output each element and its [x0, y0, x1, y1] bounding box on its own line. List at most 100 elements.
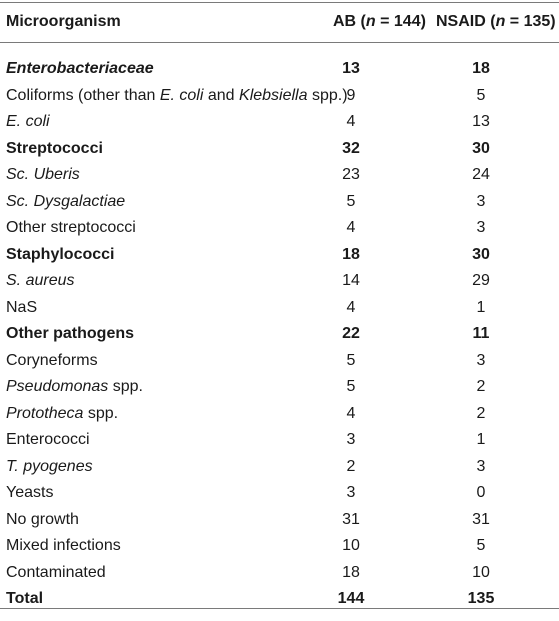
microorganism-text-part: and: [203, 86, 240, 104]
ab-count-cell: 22: [342, 325, 360, 342]
table-row: Coliforms (other than E. coli and Klebsi…: [0, 83, 559, 109]
nsaid-count-cell: 3: [476, 192, 486, 210]
microorganism-cell: Coliforms (other than E. coli and Klebsi…: [6, 87, 348, 105]
nsaid-count-cell: 30: [472, 139, 490, 157]
nsaid-count-cell: 1: [476, 431, 486, 448]
table-row: Sc. Uberis 23 24: [0, 162, 559, 188]
microorganism-cell: E. coli: [6, 113, 50, 130]
nsaid-count-cell: 11: [472, 325, 490, 342]
microorganism-cell: S. aureus: [6, 272, 75, 289]
microorganism-cell: Total: [6, 590, 44, 607]
microorganism-text-part: E. coli: [159, 86, 204, 104]
microorganism-cell: Enterococci: [6, 431, 90, 448]
microorganism-cell: Pseudomonas spp.: [6, 378, 143, 396]
nsaid-count-cell: 5: [476, 86, 486, 104]
table-row: Pseudomonas spp. 5 2: [0, 374, 559, 400]
nsaid-count-cell: 135: [467, 590, 495, 607]
nsaid-count-cell: 18: [472, 60, 490, 77]
ab-count-cell: 23: [342, 166, 360, 183]
ab-count-cell: 18: [342, 245, 360, 263]
ab-count-cell: 2: [346, 457, 356, 475]
ab-count-cell: 4: [346, 219, 356, 236]
header-ab-n: n: [365, 13, 376, 30]
microorganism-cell: Staphylococci: [6, 245, 115, 263]
table-bottom-rule: [0, 608, 559, 609]
table-row: Other streptococci 4 3: [0, 215, 559, 241]
ab-count-cell: 13: [342, 60, 360, 77]
ab-count-cell: 14: [342, 272, 360, 289]
nsaid-count-cell: 13: [472, 113, 490, 130]
ab-count-cell: 10: [342, 537, 360, 554]
microorganism-cell: Streptococci: [6, 139, 103, 157]
nsaid-count-cell: 3: [476, 351, 486, 369]
microorganism-text-part: spp.): [307, 86, 348, 104]
table-row: T. pyogenes 2 3: [0, 454, 559, 480]
table-row: Enterobacteriaceae 13 18: [0, 56, 559, 82]
nsaid-count-cell: 5: [476, 537, 486, 554]
microorganism-cell: No growth: [6, 510, 79, 528]
header-ab-prefix: AB (: [333, 13, 366, 30]
table-row: Yeasts 3 0: [0, 480, 559, 506]
microorganism-cell: Yeasts: [6, 484, 54, 501]
microorganism-cell: Prototheca spp.: [6, 405, 118, 423]
nsaid-count-cell: 29: [472, 272, 490, 289]
nsaid-count-cell: 1: [476, 298, 486, 316]
table-row: Total 144 135: [0, 586, 559, 612]
table-row: S. aureus 14 29: [0, 268, 559, 294]
table-row: Mixed infections 10 5: [0, 533, 559, 559]
microorganism-text-part: Coliforms (other than: [6, 86, 160, 104]
microorganism-text-part: spp.: [108, 378, 143, 395]
microorganism-cell: Sc. Uberis: [6, 166, 80, 183]
microorganism-cell: Enterobacteriaceae: [6, 60, 154, 77]
nsaid-count-cell: 3: [476, 457, 486, 475]
table-row: Enterococci 3 1: [0, 427, 559, 453]
table-row: E. coli 4 13: [0, 109, 559, 135]
microorganism-cell: Contaminated: [6, 563, 106, 581]
ab-count-cell: 5: [346, 378, 356, 395]
ab-count-cell: 18: [342, 563, 360, 581]
microorganism-cell: Other pathogens: [6, 325, 135, 342]
ab-count-cell: 5: [346, 192, 356, 210]
nsaid-count-cell: 10: [472, 563, 490, 581]
table-header-rule: [0, 42, 559, 43]
microorganism-text-part: spp.: [83, 404, 119, 422]
nsaid-count-cell: 24: [472, 166, 490, 183]
table-header-row: Microorganism AB (n = 144) NSAID (n = 13…: [0, 9, 559, 35]
table-row: Other pathogens 22 11: [0, 321, 559, 347]
table-row: Sc. Dysgalactiae 5 3: [0, 189, 559, 215]
header-ab-suffix: = 144): [375, 13, 426, 30]
microorganism-text-part: Klebsiella: [239, 86, 308, 104]
header-microorganism: Microorganism: [6, 13, 121, 30]
ab-count-cell: 5: [346, 351, 356, 369]
nsaid-count-cell: 2: [476, 404, 486, 422]
microorganism-cell: Coryneforms: [6, 351, 98, 369]
table-row: Prototheca spp. 4 2: [0, 401, 559, 427]
table-row: Streptococci 32 30: [0, 136, 559, 162]
ab-count-cell: 4: [346, 404, 356, 422]
ab-count-cell: 32: [342, 139, 360, 157]
ab-count-cell: 4: [346, 298, 356, 316]
nsaid-count-cell: 0: [476, 484, 486, 501]
ab-count-cell: 144: [337, 590, 365, 607]
microorganism-cell: NaS: [6, 298, 38, 316]
header-nsaid-suffix: = 135): [505, 13, 556, 30]
ab-count-cell: 4: [346, 113, 356, 130]
microorganism-cell: Sc. Dysgalactiae: [6, 192, 126, 210]
nsaid-count-cell: 2: [476, 378, 486, 395]
ab-count-cell: 3: [346, 484, 356, 501]
header-ab: AB (n = 144): [333, 13, 426, 31]
table-row: Contaminated 18 10: [0, 560, 559, 586]
header-nsaid-prefix: NSAID (: [436, 13, 496, 30]
table-row: NaS 4 1: [0, 295, 559, 321]
microorganism-cell: Other streptococci: [6, 219, 136, 236]
header-nsaid-n: n: [495, 13, 506, 30]
table-top-rule: [0, 2, 559, 3]
table-row: No growth 31 31: [0, 507, 559, 533]
nsaid-count-cell: 3: [476, 219, 486, 236]
nsaid-count-cell: 30: [472, 245, 490, 263]
microorganism-cell: Mixed infections: [6, 537, 121, 554]
ab-count-cell: 9: [346, 86, 356, 104]
table-row: Coryneforms 5 3: [0, 348, 559, 374]
header-nsaid: NSAID (n = 135): [436, 13, 556, 31]
